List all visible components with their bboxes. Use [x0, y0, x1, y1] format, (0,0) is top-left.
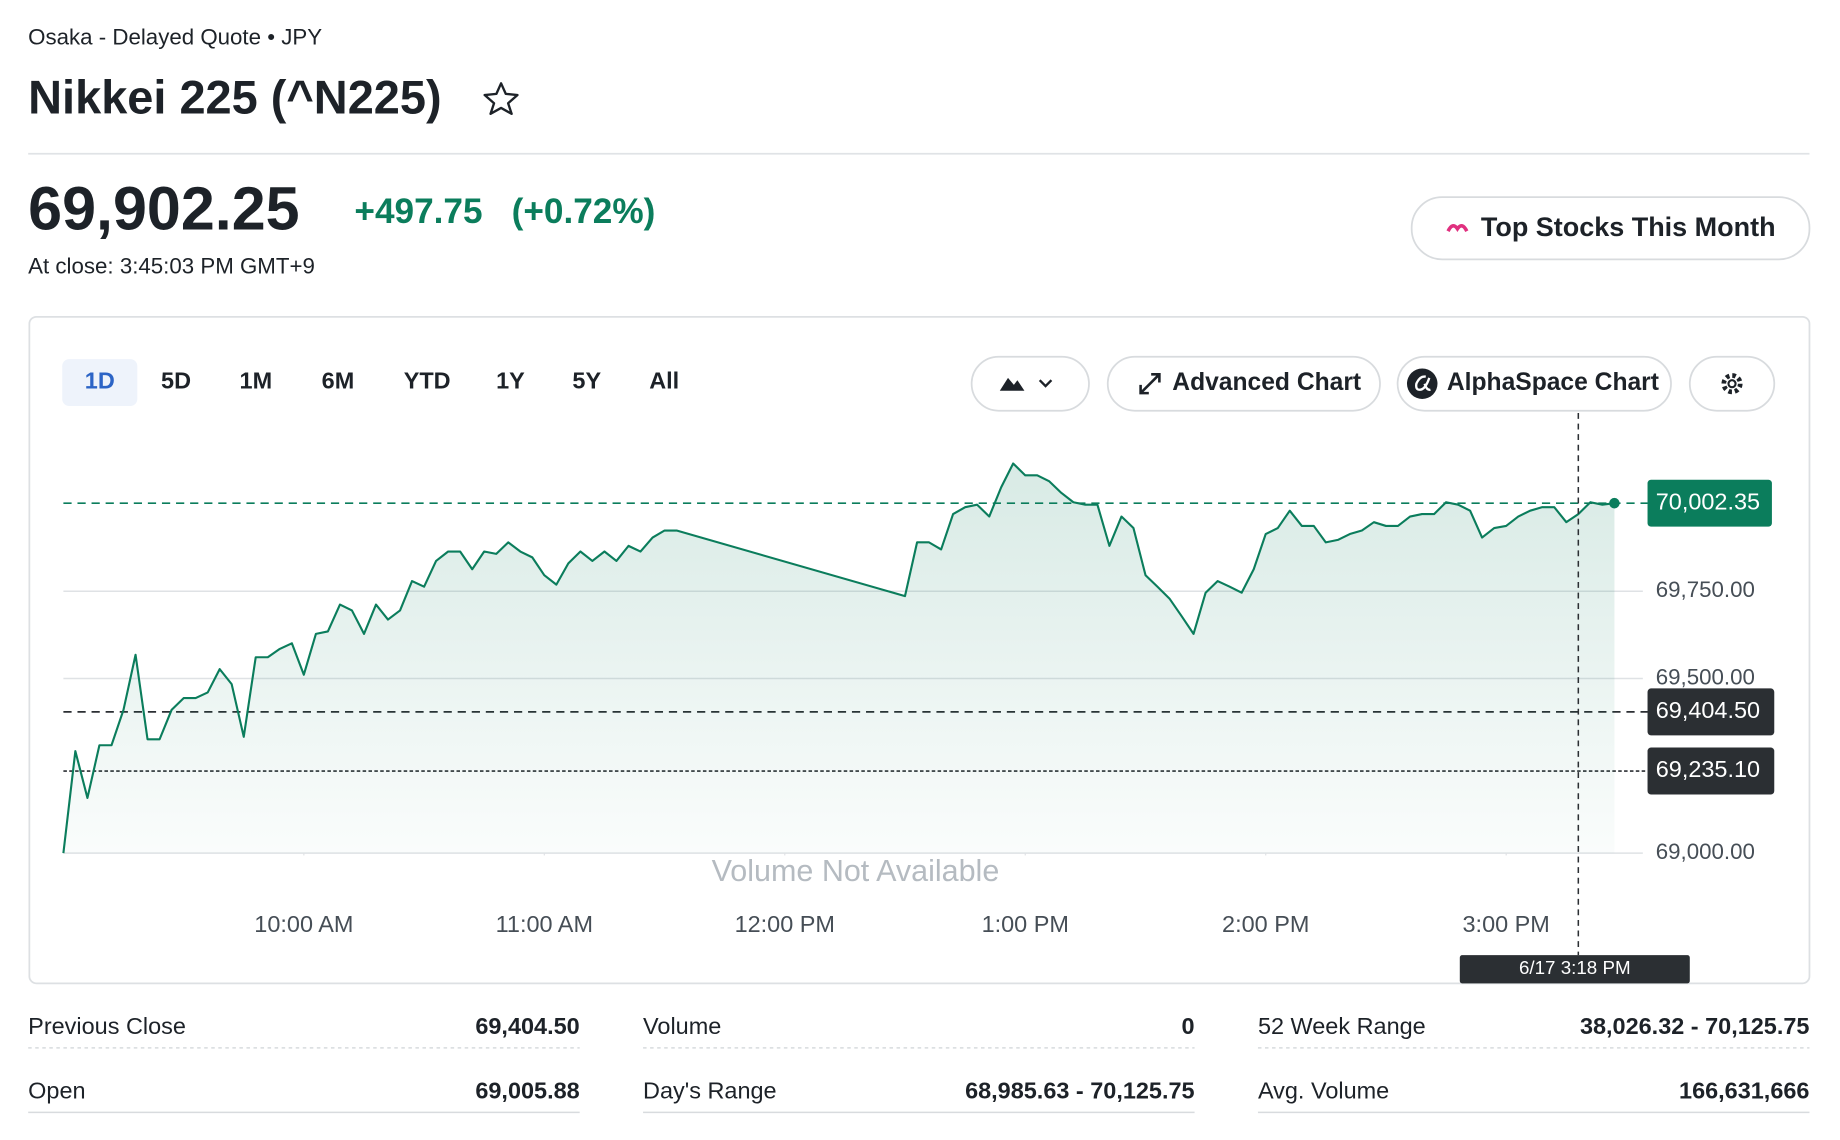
stat-label: Open — [28, 1078, 85, 1104]
crosshair-label: 6/17 3:18 PM — [1519, 957, 1631, 978]
tab-label: YTD — [404, 368, 451, 394]
volume-note: Volume Not Available — [712, 854, 1000, 888]
button-outline — [1396, 355, 1672, 412]
button-outline — [1106, 355, 1381, 412]
alpha-glyph — [1415, 375, 1431, 391]
expand-icon — [1139, 373, 1161, 395]
price: 69,902.25 — [28, 175, 299, 243]
tab-label: 1D — [85, 368, 115, 394]
reference-label: 70,002.35 — [1656, 488, 1760, 514]
x-tick-label: 11:00 AM — [496, 911, 593, 937]
gear-teeth — [1721, 373, 1743, 395]
stat-label: Avg. Volume — [1258, 1078, 1389, 1104]
promo-icon — [1446, 224, 1469, 233]
range-tab[interactable]: 1Y — [496, 368, 525, 394]
chart-type-button[interactable] — [970, 355, 1090, 412]
exchange-label: Osaka - Delayed Quote • JPY — [28, 25, 322, 50]
page-title: Nikkei 225 (^N225) — [28, 71, 441, 123]
button-outline — [1688, 355, 1776, 412]
plot: 69,000.00 69,500.00 69,750.00 10:00 AM 11:00… — [62, 413, 1775, 984]
x-tick-label: 2:00 PM — [1222, 911, 1309, 937]
area-fill — [63, 463, 1615, 854]
last-point — [1609, 497, 1620, 509]
x-tick-label: 10:00 AM — [254, 911, 353, 937]
tab-label: 6M — [322, 368, 355, 394]
button-outline — [1410, 196, 1811, 261]
chevron-icon — [1038, 379, 1053, 388]
reference-badge — [1647, 747, 1775, 795]
promo-button[interactable]: Top Stocks This Month — [1410, 196, 1811, 261]
gear-hub — [1727, 379, 1737, 389]
reference-badge — [1647, 479, 1772, 527]
stat-label: Day's Range — [643, 1078, 777, 1104]
advanced-chart-button[interactable]: Advanced Chart — [1106, 355, 1381, 412]
x-tick-label: 3:00 PM — [1463, 911, 1550, 937]
y-tick-label: 69,000.00 — [1656, 839, 1755, 864]
reference-label: 69,235.10 — [1656, 756, 1760, 782]
reference-label: 69,404.50 — [1656, 697, 1760, 723]
alphaspace-chart-button[interactable]: AlphaSpace Chart — [1396, 355, 1672, 412]
range-tab[interactable]: 1M — [240, 368, 273, 394]
range-tab[interactable]: YTD — [404, 368, 451, 394]
tab-label: 1Y — [496, 368, 525, 394]
tab-label: 1M — [240, 368, 273, 394]
y-tick-label: 69,750.00 — [1656, 577, 1755, 602]
range-tab[interactable]: All — [649, 368, 679, 394]
range-tab[interactable]: 5Y — [572, 368, 601, 394]
button-outline — [970, 355, 1090, 412]
stat-value: 69,005.88 — [475, 1078, 579, 1104]
stat-label: 52 Week Range — [1258, 1013, 1426, 1039]
stat-value: 38,026.32 - 70,125.75 — [1580, 1013, 1810, 1039]
price-line — [62, 462, 1615, 854]
watchlist-star[interactable] — [483, 82, 519, 115]
stat-value: 69,404.50 — [475, 1013, 579, 1039]
stat-value: 68,985.63 - 70,125.75 — [965, 1078, 1195, 1104]
tab-label: All — [649, 368, 679, 394]
range-tab[interactable]: 5D — [161, 368, 191, 394]
y-tick-label: 69,500.00 — [1656, 664, 1755, 689]
price-change-percent: (+0.72%) — [512, 192, 656, 231]
stats-table: Previous Close 69,404.50 Volume 0 52 Week Ra… — [28, 1013, 1810, 1114]
button-label: Advanced Chart — [1172, 369, 1361, 396]
button-label: AlphaSpace Chart — [1447, 369, 1659, 396]
range-tab[interactable]: 6M — [322, 368, 355, 394]
close-time: At close: 3:45:03 PM GMT+9 — [28, 253, 315, 278]
range-tab[interactable]: 1D — [62, 359, 138, 407]
stat-value: 0 — [1182, 1013, 1195, 1039]
promo-label: Top Stocks This Month — [1481, 212, 1776, 242]
crosshair-badge — [1459, 955, 1690, 984]
tab-highlight — [62, 359, 138, 407]
x-tick-label: 1:00 PM — [982, 911, 1069, 937]
price-change: +497.75 — [354, 192, 482, 231]
range-tabs: 1D 5D 1M 6M YTD 1Y 5Y All — [62, 359, 679, 407]
tab-label: 5Y — [572, 368, 601, 394]
mountain-icon — [999, 377, 1025, 391]
settings-button[interactable] — [1688, 355, 1776, 412]
x-tick-label: 12:00 PM — [735, 911, 835, 937]
reference-badge — [1647, 688, 1775, 736]
stat-value: 166,631,666 — [1679, 1078, 1809, 1104]
stat-label: Volume — [643, 1013, 721, 1039]
stat-label: Previous Close — [28, 1013, 186, 1039]
tab-label: 5D — [161, 368, 191, 394]
alphaspace-icon — [1406, 368, 1438, 399]
